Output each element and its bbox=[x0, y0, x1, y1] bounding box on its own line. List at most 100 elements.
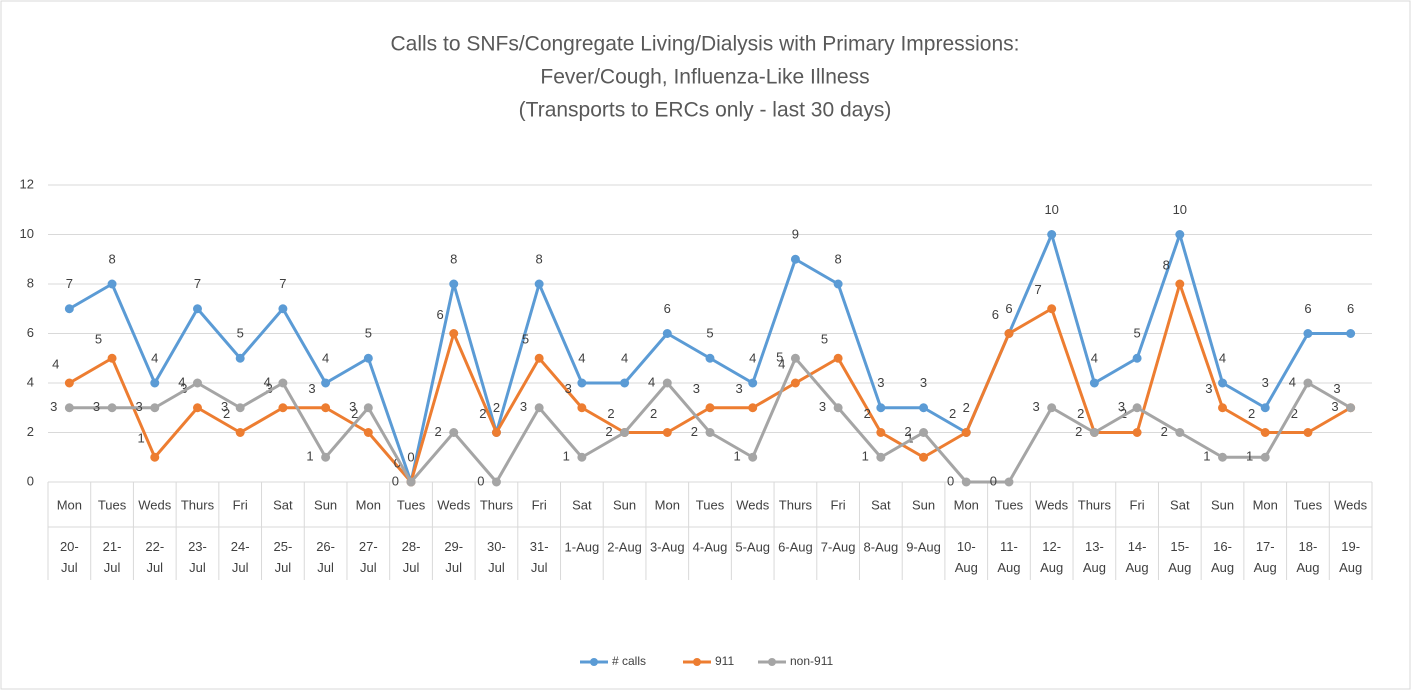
data-label: 6 bbox=[992, 307, 999, 322]
date-part: Jul bbox=[317, 560, 334, 575]
marker bbox=[491, 428, 501, 437]
marker bbox=[449, 329, 459, 338]
x-date-label: 18- Aug bbox=[1296, 539, 1319, 575]
data-label: 4 bbox=[648, 374, 655, 389]
x-tick-label: Mon bbox=[356, 497, 381, 512]
marker bbox=[833, 353, 843, 363]
date-part: Aug bbox=[955, 560, 978, 575]
x-tick-label: Weds bbox=[736, 497, 769, 512]
marker bbox=[1175, 230, 1185, 239]
x-date-label: 15- Aug bbox=[1168, 539, 1191, 575]
data-label: 8 bbox=[536, 251, 543, 266]
data-label: 2 bbox=[607, 406, 614, 421]
data-label: 2 bbox=[1077, 406, 1084, 421]
y-tick-label: 8 bbox=[27, 275, 34, 290]
x-date-label: 8-Aug bbox=[863, 539, 898, 554]
x-date-label: 5-Aug bbox=[735, 539, 770, 554]
marker bbox=[662, 329, 672, 338]
x-tick-label: Weds bbox=[1035, 497, 1068, 512]
marker bbox=[1218, 378, 1228, 388]
marker bbox=[1004, 329, 1014, 338]
data-label: 3 bbox=[1331, 399, 1338, 414]
data-label: 0 bbox=[990, 473, 997, 488]
legend-marker bbox=[693, 658, 701, 666]
marker bbox=[705, 353, 715, 363]
marker bbox=[1303, 428, 1313, 437]
date-part: 28- bbox=[402, 539, 421, 554]
date-part: 31- bbox=[530, 539, 549, 554]
x-tick-label: Weds bbox=[138, 497, 171, 512]
data-label: 4 bbox=[749, 350, 756, 365]
marker bbox=[235, 428, 245, 437]
date-part: Aug bbox=[1083, 560, 1106, 575]
x-tick-label: Sat bbox=[572, 497, 592, 512]
date-part: Jul bbox=[445, 560, 462, 575]
x-date-label: 26- Jul bbox=[316, 539, 335, 575]
marker bbox=[876, 428, 886, 437]
marker bbox=[1175, 279, 1185, 289]
y-tick-label: 0 bbox=[27, 473, 34, 488]
data-label: 5 bbox=[237, 326, 244, 341]
marker bbox=[577, 378, 587, 388]
data-label: 10 bbox=[1044, 202, 1058, 217]
x-date-label: 28- Jul bbox=[402, 539, 421, 575]
marker bbox=[534, 279, 544, 289]
data-label: 3 bbox=[735, 381, 742, 396]
date-part: 15- bbox=[1170, 539, 1189, 554]
date-part: 16- bbox=[1213, 539, 1232, 554]
date-part: Jul bbox=[275, 560, 292, 575]
marker bbox=[577, 452, 587, 462]
data-label: 4 bbox=[178, 374, 185, 389]
legend-label: # calls bbox=[612, 654, 646, 668]
data-label: 2 bbox=[351, 406, 358, 421]
date-part: Aug bbox=[1211, 560, 1234, 575]
y-tick-label: 12 bbox=[20, 176, 34, 191]
x-tick-label: Mon bbox=[655, 497, 680, 512]
data-label: 4 bbox=[52, 356, 59, 371]
marker bbox=[1089, 428, 1099, 437]
data-label: 1 bbox=[306, 449, 313, 464]
marker bbox=[1132, 403, 1142, 413]
marker bbox=[620, 378, 630, 388]
date-part: 19- bbox=[1341, 539, 1360, 554]
marker bbox=[64, 378, 74, 388]
marker bbox=[1303, 329, 1313, 338]
x-date-label: 11- Aug bbox=[997, 539, 1020, 575]
date-part: Aug bbox=[1168, 560, 1191, 575]
marker bbox=[577, 403, 587, 413]
marker bbox=[748, 403, 758, 413]
date-part: 14- bbox=[1128, 539, 1147, 554]
data-label: 2 bbox=[864, 406, 871, 421]
data-label: 3 bbox=[1262, 375, 1269, 390]
chart-title: (Transports to ERCs only - last 30 days) bbox=[519, 99, 892, 122]
date-part: Jul bbox=[104, 560, 121, 575]
legend-marker bbox=[768, 658, 776, 666]
marker bbox=[1004, 477, 1014, 487]
marker bbox=[1346, 329, 1356, 338]
data-label: 3 bbox=[1032, 399, 1039, 414]
data-label: 1 bbox=[138, 431, 145, 446]
marker bbox=[491, 477, 501, 487]
date-part: 13- bbox=[1085, 539, 1104, 554]
data-label: 3 bbox=[180, 381, 187, 396]
marker bbox=[961, 477, 971, 487]
marker bbox=[321, 452, 331, 462]
x-tick-label: Tues bbox=[696, 497, 725, 512]
data-label: 8 bbox=[835, 251, 842, 266]
data-label: 0 bbox=[392, 473, 399, 488]
x-date-label: 27- Jul bbox=[359, 539, 378, 575]
marker bbox=[1047, 230, 1057, 239]
data-label: 4 bbox=[578, 350, 585, 365]
marker bbox=[919, 403, 929, 413]
marker bbox=[790, 353, 800, 363]
data-label: 7 bbox=[66, 276, 73, 291]
marker bbox=[1346, 403, 1356, 413]
x-tick-label: Mon bbox=[1253, 497, 1278, 512]
marker bbox=[534, 403, 544, 413]
data-label: 3 bbox=[1333, 381, 1340, 396]
x-tick-label: Tues bbox=[397, 497, 426, 512]
data-label: 3 bbox=[1118, 399, 1125, 414]
y-tick-label: 4 bbox=[27, 374, 34, 389]
marker bbox=[321, 403, 331, 413]
marker bbox=[278, 403, 288, 413]
